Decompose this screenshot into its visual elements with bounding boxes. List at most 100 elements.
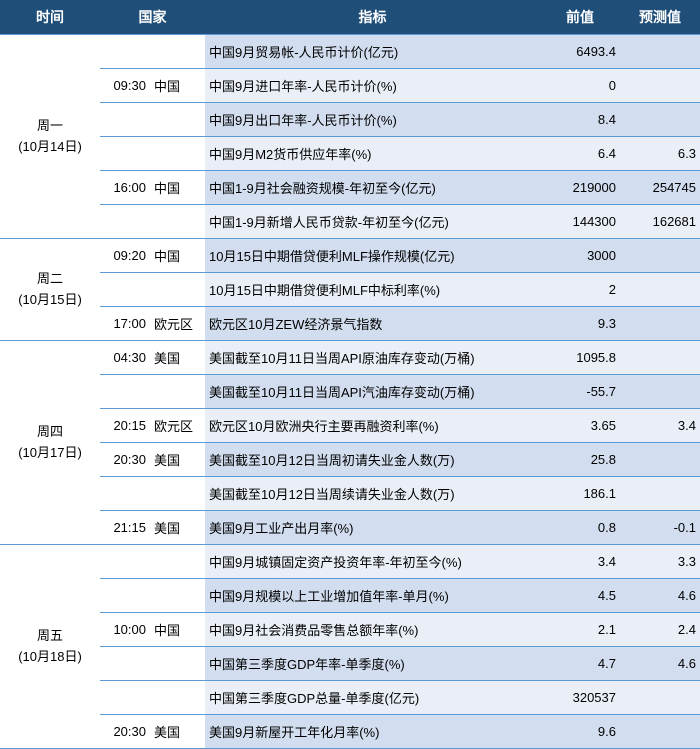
table-row: 中国9月规模以上工业增加值年率-单月(%)4.54.6 bbox=[0, 579, 700, 613]
indicator-cell: 美国截至10月11日当周API汽油库存变动(万桶) bbox=[205, 375, 540, 409]
prev-value-cell: 9.3 bbox=[540, 307, 620, 341]
header-forecast: 预测值 bbox=[620, 0, 700, 35]
table-row: 周五(10月18日)中国9月城镇固定资产投资年率-年初至今(%)3.43.3 bbox=[0, 545, 700, 579]
indicator-cell: 10月15日中期借贷便利MLF中标利率(%) bbox=[205, 273, 540, 307]
country-cell: 欧元区 bbox=[150, 409, 205, 443]
forecast-value-cell: 162681 bbox=[620, 205, 700, 239]
prev-value-cell: 144300 bbox=[540, 205, 620, 239]
prev-value-cell: 4.5 bbox=[540, 579, 620, 613]
time-cell bbox=[100, 35, 150, 69]
header-day: 时间 bbox=[0, 0, 100, 35]
indicator-cell: 美国截至10月12日当周续请失业金人数(万) bbox=[205, 477, 540, 511]
time-cell bbox=[100, 103, 150, 137]
indicator-cell: 中国第三季度GDP年率-单季度(%) bbox=[205, 647, 540, 681]
forecast-value-cell: -0.1 bbox=[620, 511, 700, 545]
country-cell bbox=[150, 273, 205, 307]
country-cell bbox=[150, 647, 205, 681]
indicator-cell: 美国9月工业产出月率(%) bbox=[205, 511, 540, 545]
table-row: 17:00欧元区欧元区10月ZEW经济景气指数9.3 bbox=[0, 307, 700, 341]
table-row: 中国1-9月新增人民币贷款-年初至今(亿元)144300162681 bbox=[0, 205, 700, 239]
indicator-cell: 中国9月M2货币供应年率(%) bbox=[205, 137, 540, 171]
country-cell: 中国 bbox=[150, 69, 205, 103]
country-cell bbox=[150, 477, 205, 511]
country-cell bbox=[150, 103, 205, 137]
time-cell bbox=[100, 579, 150, 613]
forecast-value-cell bbox=[620, 477, 700, 511]
prev-value-cell: 219000 bbox=[540, 171, 620, 205]
prev-value-cell: 0.8 bbox=[540, 511, 620, 545]
time-cell: 10:00 bbox=[100, 613, 150, 647]
prev-value-cell: 9.6 bbox=[540, 715, 620, 749]
prev-value-cell: 1095.8 bbox=[540, 341, 620, 375]
table-row: 周一(10月14日)中国9月贸易帐-人民币计价(亿元)6493.4 bbox=[0, 35, 700, 69]
header-indicator: 指标 bbox=[205, 0, 540, 35]
time-cell: 21:15 bbox=[100, 511, 150, 545]
table-row: 中国第三季度GDP总量-单季度(亿元)320537 bbox=[0, 681, 700, 715]
table-row: 21:15美国美国9月工业产出月率(%)0.8-0.1 bbox=[0, 511, 700, 545]
prev-value-cell: 25.8 bbox=[540, 443, 620, 477]
forecast-value-cell: 4.6 bbox=[620, 579, 700, 613]
table-row: 09:30中国中国9月进口年率-人民币计价(%)0 bbox=[0, 69, 700, 103]
prev-value-cell: 6.4 bbox=[540, 137, 620, 171]
day-label-line2: (10月15日) bbox=[4, 290, 96, 311]
time-cell: 09:20 bbox=[100, 239, 150, 273]
time-cell bbox=[100, 137, 150, 171]
forecast-value-cell bbox=[620, 273, 700, 307]
forecast-value-cell bbox=[620, 715, 700, 749]
header-prev: 前值 bbox=[540, 0, 620, 35]
country-cell: 美国 bbox=[150, 715, 205, 749]
table-row: 10月15日中期借贷便利MLF中标利率(%)2 bbox=[0, 273, 700, 307]
table-row: 16:00中国中国1-9月社会融资规模-年初至今(亿元)219000254745 bbox=[0, 171, 700, 205]
table-row: 周二(10月15日)09:20中国10月15日中期借贷便利MLF操作规模(亿元)… bbox=[0, 239, 700, 273]
forecast-value-cell: 6.3 bbox=[620, 137, 700, 171]
time-cell bbox=[100, 545, 150, 579]
time-cell: 09:30 bbox=[100, 69, 150, 103]
time-cell bbox=[100, 647, 150, 681]
prev-value-cell: 4.7 bbox=[540, 647, 620, 681]
indicator-cell: 欧元区10月ZEW经济景气指数 bbox=[205, 307, 540, 341]
day-label-line1: 周四 bbox=[4, 422, 96, 443]
prev-value-cell: 3000 bbox=[540, 239, 620, 273]
forecast-value-cell: 2.4 bbox=[620, 613, 700, 647]
forecast-value-cell bbox=[620, 307, 700, 341]
table-row: 中国第三季度GDP年率-单季度(%)4.74.6 bbox=[0, 647, 700, 681]
indicator-cell: 中国9月规模以上工业增加值年率-单月(%) bbox=[205, 579, 540, 613]
table-row: 20:30美国美国截至10月12日当周初请失业金人数(万)25.8 bbox=[0, 443, 700, 477]
country-cell bbox=[150, 35, 205, 69]
header-country: 国家 bbox=[100, 0, 205, 35]
table-row: 中国9月出口年率-人民币计价(%)8.4 bbox=[0, 103, 700, 137]
country-cell: 美国 bbox=[150, 341, 205, 375]
forecast-value-cell: 4.6 bbox=[620, 647, 700, 681]
indicator-cell: 中国9月进口年率-人民币计价(%) bbox=[205, 69, 540, 103]
time-cell: 04:30 bbox=[100, 341, 150, 375]
time-cell: 17:00 bbox=[100, 307, 150, 341]
table-row: 美国截至10月11日当周API汽油库存变动(万桶)-55.7 bbox=[0, 375, 700, 409]
country-cell bbox=[150, 579, 205, 613]
time-cell: 16:00 bbox=[100, 171, 150, 205]
forecast-value-cell: 3.3 bbox=[620, 545, 700, 579]
table-header-row: 时间 国家 指标 前值 预测值 bbox=[0, 0, 700, 35]
indicator-cell: 美国9月新屋开工年化月率(%) bbox=[205, 715, 540, 749]
day-cell: 周四(10月17日) bbox=[0, 341, 100, 545]
forecast-value-cell bbox=[620, 375, 700, 409]
indicator-cell: 中国9月贸易帐-人民币计价(亿元) bbox=[205, 35, 540, 69]
country-cell: 中国 bbox=[150, 239, 205, 273]
prev-value-cell: 6493.4 bbox=[540, 35, 620, 69]
table-row: 10:00中国中国9月社会消费品零售总额年率(%)2.12.4 bbox=[0, 613, 700, 647]
country-cell: 中国 bbox=[150, 171, 205, 205]
prev-value-cell: 2 bbox=[540, 273, 620, 307]
day-cell: 周一(10月14日) bbox=[0, 35, 100, 239]
prev-value-cell: 0 bbox=[540, 69, 620, 103]
time-cell bbox=[100, 477, 150, 511]
day-label-line2: (10月14日) bbox=[4, 137, 96, 158]
time-cell bbox=[100, 375, 150, 409]
country-cell bbox=[150, 681, 205, 715]
indicator-cell: 美国截至10月11日当周API原油库存变动(万桶) bbox=[205, 341, 540, 375]
indicator-cell: 中国1-9月社会融资规模-年初至今(亿元) bbox=[205, 171, 540, 205]
forecast-value-cell bbox=[620, 103, 700, 137]
forecast-value-cell bbox=[620, 239, 700, 273]
time-cell bbox=[100, 681, 150, 715]
day-cell: 周五(10月18日) bbox=[0, 545, 100, 749]
prev-value-cell: -55.7 bbox=[540, 375, 620, 409]
prev-value-cell: 3.65 bbox=[540, 409, 620, 443]
